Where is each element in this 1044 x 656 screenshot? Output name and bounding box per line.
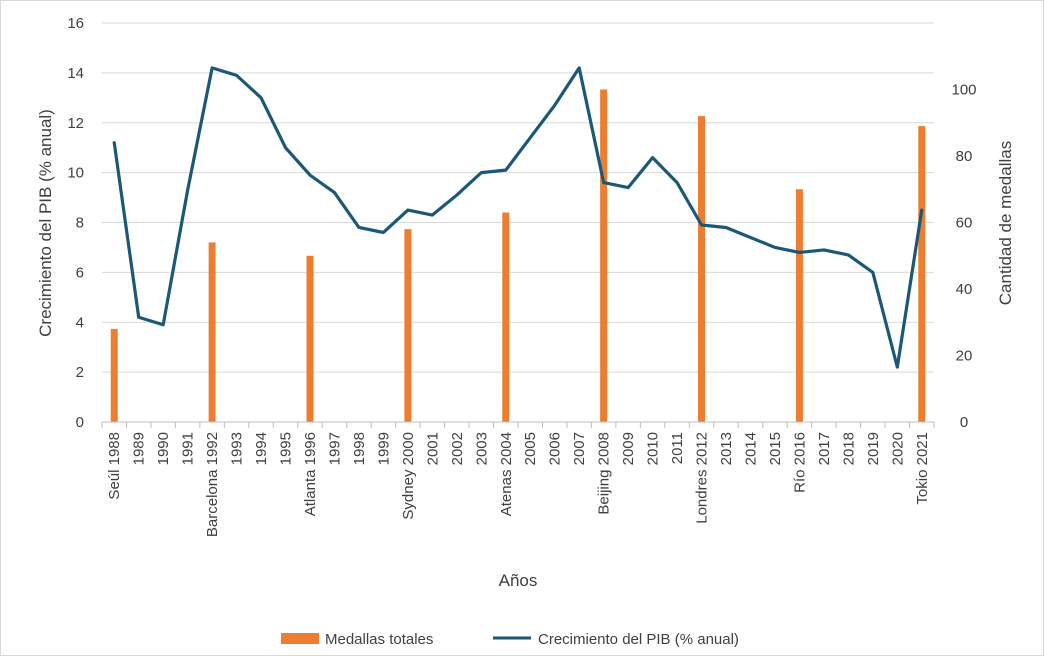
- x-tick-label: 1995: [278, 432, 295, 465]
- right-y-tick-label: 60: [956, 215, 973, 232]
- bar: [502, 212, 510, 422]
- x-tick-label: 1990: [155, 432, 172, 465]
- x-tick-label: 1991: [180, 432, 197, 465]
- x-tick-label: Seúl 1988: [106, 432, 123, 500]
- left-y-axis-title: Crecimiento del PIB (% anual): [36, 109, 55, 337]
- legend-label-pib: Crecimiento del PIB (% anual): [538, 631, 739, 648]
- line-series: [112, 66, 924, 369]
- x-tick-label: 2018: [840, 432, 857, 465]
- x-tick-label: 1998: [351, 432, 368, 465]
- x-tick-label: 1989: [131, 432, 148, 465]
- bar: [918, 126, 926, 422]
- left-y-tick-label: 16: [67, 15, 84, 32]
- x-tick-label: 2001: [424, 432, 441, 465]
- x-tick-label: 1999: [375, 432, 392, 465]
- bar: [110, 328, 118, 422]
- bar-series: [110, 89, 926, 422]
- left-y-tick-label: 10: [67, 165, 84, 182]
- x-tick-label: Beijing 2008: [596, 432, 613, 515]
- bar: [795, 189, 803, 422]
- left-y-tick-label: 8: [76, 215, 84, 232]
- x-tick-label: Río 2016: [791, 432, 808, 493]
- x-tick-label: 1994: [253, 432, 270, 465]
- x-tick-label: 2006: [547, 432, 564, 465]
- x-tick-label: Londres 2012: [694, 432, 711, 524]
- legend-label-medallas: Medallas totales: [325, 631, 433, 648]
- x-tick-label: Sydney 2000: [400, 432, 417, 520]
- x-tick-label: 2015: [767, 432, 784, 465]
- x-tick-label: Atenas 2004: [498, 432, 515, 516]
- left-y-tick-label: 4: [76, 314, 84, 331]
- left-y-tick-label: 14: [67, 65, 84, 82]
- x-axis-title: Años: [499, 571, 538, 590]
- bar: [306, 255, 314, 422]
- left-y-tick-label: 12: [67, 115, 84, 132]
- x-tick-label: Tokio 2021: [914, 432, 931, 505]
- right-y-tick-label: 0: [960, 414, 968, 431]
- x-tick-label: 1993: [229, 432, 246, 465]
- x-tick-label: 2007: [571, 432, 588, 465]
- right-y-tick-label: 20: [956, 348, 973, 365]
- x-tick-label: Barcelona 1992: [204, 432, 221, 537]
- x-tick-label: 2005: [522, 432, 539, 465]
- right-y-axis-title: Cantidad de medallas: [996, 141, 1015, 305]
- right-y-tick-label: 100: [951, 82, 976, 99]
- left-y-tick-label: 6: [76, 264, 84, 281]
- x-tick-label: 2020: [889, 432, 906, 465]
- gridlines: [102, 22, 934, 373]
- x-tick-label: 2011: [669, 432, 686, 464]
- x-tick-label: 2014: [742, 432, 759, 465]
- left-y-tick-label: 0: [76, 414, 84, 431]
- legend-swatch-medallas: [281, 633, 319, 644]
- bar: [600, 89, 608, 422]
- bar: [404, 229, 412, 422]
- x-tick-label: 2013: [718, 432, 735, 465]
- right-y-tick-label: 80: [956, 148, 973, 165]
- legend: Medallas totales Crecimiento del PIB (% …: [281, 631, 739, 648]
- gdp-growth-line: [112, 66, 924, 369]
- x-tick-label: Atlanta 1996: [302, 432, 319, 516]
- x-tick-label: 1997: [326, 432, 343, 465]
- bar: [698, 116, 706, 422]
- x-tick-label: 2009: [620, 432, 637, 465]
- left-y-tick-label: 2: [76, 364, 84, 381]
- x-tick-label: 2003: [473, 432, 490, 465]
- x-tick-label: 2017: [816, 432, 833, 465]
- x-tick-label: 2019: [865, 432, 882, 465]
- axes: 0 2 4 6 8 10 12 14 16 0 20 40 60 80 100 Seúl 1988 1989 19…: [67, 15, 976, 537]
- right-y-tick-label: 40: [956, 281, 973, 298]
- x-tick-label: 2002: [449, 432, 466, 465]
- bar: [208, 242, 216, 422]
- x-tick-label: 2010: [645, 432, 662, 465]
